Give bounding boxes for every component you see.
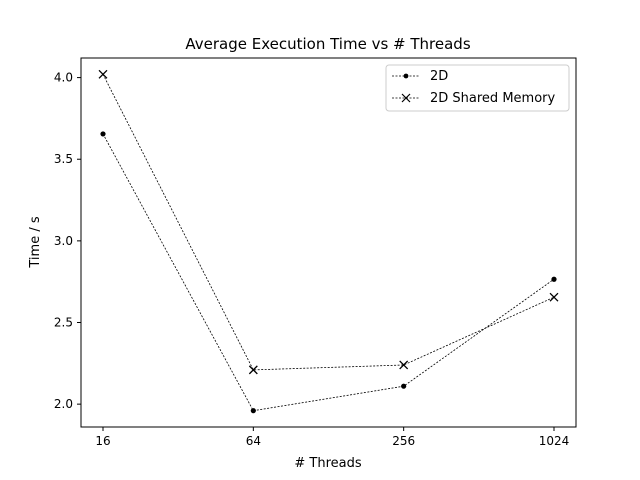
legend-label-2d: 2D bbox=[430, 69, 448, 84]
legend-marker-x bbox=[401, 93, 411, 103]
data-point-2d bbox=[551, 276, 557, 282]
data-point-2d-shared-memory bbox=[98, 69, 108, 79]
legend: 2D 2D Shared Memory bbox=[385, 64, 570, 112]
x-tick-label: 16 bbox=[95, 434, 110, 448]
y-tick-label: 3.5 bbox=[54, 152, 73, 166]
legend-label-2d-shared-memory: 2D Shared Memory bbox=[430, 91, 555, 106]
data-point-2d bbox=[401, 383, 407, 389]
chart-title: Average Execution Time vs # Threads bbox=[185, 35, 470, 53]
y-tick-label: 2.0 bbox=[54, 397, 73, 411]
legend-marker-dot bbox=[403, 73, 409, 79]
x-axis-label: # Threads bbox=[294, 456, 361, 471]
y-axis: 2.0 2.5 3.0 3.5 4.0 bbox=[54, 71, 81, 411]
data-point-2d-shared-memory bbox=[248, 365, 258, 375]
x-tick-label: 64 bbox=[246, 434, 261, 448]
data-point-2d-shared-memory bbox=[399, 360, 409, 370]
x-tick-label: 256 bbox=[392, 434, 415, 448]
y-tick-label: 4.0 bbox=[54, 71, 73, 85]
data-point-2d bbox=[250, 408, 256, 414]
data-point-2d-shared-memory bbox=[549, 292, 559, 302]
y-axis-label: Time / s bbox=[28, 216, 43, 268]
plot-area bbox=[98, 69, 559, 414]
legend-box bbox=[385, 64, 570, 112]
x-tick-label: 1024 bbox=[539, 434, 570, 448]
y-tick-label: 3.0 bbox=[54, 234, 73, 248]
series-line-2d-shared-memory bbox=[102, 74, 555, 371]
y-tick-label: 2.5 bbox=[54, 316, 73, 330]
axes-frame bbox=[80, 57, 577, 428]
data-point-2d bbox=[100, 131, 106, 137]
x-axis: 16 64 256 1024 bbox=[95, 427, 569, 448]
